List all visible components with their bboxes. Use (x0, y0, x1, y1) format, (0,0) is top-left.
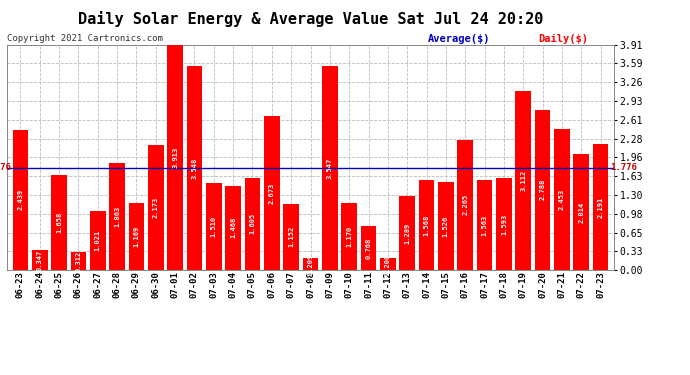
Bar (322, 66, 338, 270)
Text: 0.312: 0.312 (75, 251, 81, 272)
Bar (438, 182, 454, 270)
Bar (496, 178, 512, 270)
Bar (593, 144, 609, 270)
Text: 1.605: 1.605 (250, 213, 255, 234)
Bar (457, 140, 473, 270)
Bar (51, 175, 67, 270)
Text: 0.200: 0.200 (385, 254, 391, 275)
Text: 1.526: 1.526 (443, 216, 449, 237)
Bar (554, 129, 570, 270)
Text: 3.548: 3.548 (191, 157, 197, 178)
Text: 0.209: 0.209 (308, 254, 313, 274)
Text: 1.563: 1.563 (482, 214, 488, 236)
Text: 1.593: 1.593 (501, 213, 507, 235)
Text: 3.913: 3.913 (172, 147, 178, 168)
Text: 0.768: 0.768 (366, 237, 371, 258)
Text: 3.547: 3.547 (327, 158, 333, 178)
Text: 3.112: 3.112 (520, 170, 526, 191)
Text: 1.170: 1.170 (346, 226, 352, 247)
Text: Daily Solar Energy & Average Value Sat Jul 24 20:20: Daily Solar Energy & Average Value Sat J… (78, 11, 543, 27)
Bar (70, 252, 86, 270)
Bar (303, 258, 318, 270)
Bar (400, 196, 415, 270)
Bar (264, 116, 279, 270)
Text: Copyright 2021 Cartronics.com: Copyright 2021 Cartronics.com (7, 34, 163, 43)
Text: 2.265: 2.265 (462, 194, 469, 216)
Text: Average($): Average($) (428, 34, 491, 44)
Bar (477, 180, 493, 270)
Bar (128, 203, 144, 270)
Text: 1.169: 1.169 (133, 226, 139, 247)
Text: 2.191: 2.191 (598, 196, 604, 217)
Text: 2.173: 2.173 (152, 197, 159, 218)
Text: Daily($): Daily($) (538, 34, 588, 44)
Text: 1.510: 1.510 (211, 216, 217, 237)
Bar (573, 154, 589, 270)
Bar (342, 202, 357, 270)
Bar (32, 250, 48, 270)
Text: 1.776: 1.776 (0, 163, 11, 172)
Text: 1.468: 1.468 (230, 217, 236, 238)
Bar (244, 178, 260, 270)
Bar (109, 163, 125, 270)
Text: 1.152: 1.152 (288, 226, 294, 248)
Text: 2.014: 2.014 (578, 201, 584, 223)
Bar (167, 45, 183, 270)
Text: 1.568: 1.568 (424, 214, 430, 236)
Bar (361, 226, 377, 270)
Bar (186, 66, 202, 270)
Text: 2.673: 2.673 (269, 183, 275, 204)
Bar (515, 91, 531, 270)
Bar (535, 110, 551, 270)
Bar (206, 183, 221, 270)
Bar (12, 130, 28, 270)
Text: 2.439: 2.439 (17, 189, 23, 210)
Text: 0.347: 0.347 (37, 249, 43, 271)
Bar (90, 211, 106, 270)
Text: 1.289: 1.289 (404, 222, 410, 243)
Text: 2.453: 2.453 (559, 189, 565, 210)
Bar (419, 180, 435, 270)
Bar (148, 145, 164, 270)
Text: 1.863: 1.863 (114, 206, 120, 227)
Text: 1.021: 1.021 (95, 230, 101, 251)
Text: 1.776: 1.776 (610, 163, 637, 172)
Bar (380, 258, 396, 270)
Text: 2.788: 2.788 (540, 179, 546, 200)
Bar (225, 186, 241, 270)
Bar (283, 204, 299, 270)
Text: 1.658: 1.658 (56, 211, 62, 233)
